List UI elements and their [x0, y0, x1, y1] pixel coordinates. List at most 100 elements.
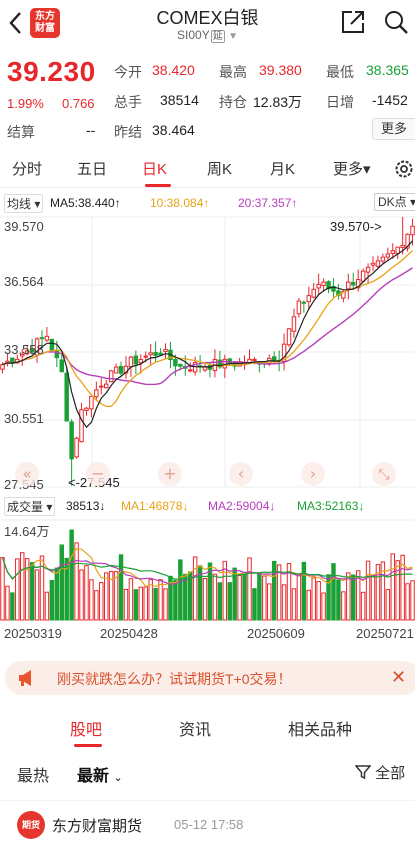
post-item[interactable]: 期货 东方财富期货 05-12 17:58: [0, 800, 415, 848]
candle-body: [69, 421, 74, 460]
volume-bar: [222, 560, 228, 621]
volume-bar: [29, 562, 35, 621]
candle-body: [360, 270, 366, 282]
volume-bar: [237, 575, 242, 621]
prev-settle-value: 38.464: [152, 122, 195, 138]
more-quote-button[interactable]: 更多: [372, 118, 415, 140]
volume-bar: [103, 572, 109, 621]
candle-body: [44, 335, 50, 341]
ma5-value: MA5:38.440↑: [50, 196, 121, 210]
volume-chart[interactable]: 14.64万 20250319 20250428 20250609 202507…: [0, 516, 415, 646]
avatar[interactable]: 期货: [17, 811, 45, 839]
candle-body: [306, 295, 312, 303]
volume-bar: [365, 560, 371, 621]
chart-settings-button[interactable]: [393, 158, 415, 180]
rewind-button[interactable]: [15, 462, 39, 486]
filter-all[interactable]: 全部: [354, 762, 405, 783]
post-author[interactable]: 东方财富期货: [52, 818, 143, 835]
candle-body: [133, 355, 139, 365]
tab-intraday[interactable]: 分时: [12, 161, 43, 178]
volume-bar: [336, 579, 341, 621]
tab-weekly-k[interactable]: 周K: [207, 161, 233, 178]
volume-bar: [331, 563, 336, 621]
candle-body: [89, 395, 94, 410]
search-button[interactable]: [383, 9, 409, 35]
filter-newest-label: 最新: [77, 768, 110, 785]
open-value: 38.420: [152, 62, 195, 78]
prev-settle-label: 昨结: [114, 124, 142, 140]
promo-text: 刚买就跌怎么办？试试期货T+0交易！: [57, 671, 292, 687]
volume-bar: [257, 572, 262, 621]
volume-bar: [192, 556, 198, 621]
tab-forum[interactable]: 股吧: [70, 722, 103, 739]
volume-bar: [375, 564, 381, 621]
volume-indicator-row: 成交量 ▾ 38513↓ MA1:46878↓ MA2:59004↓ MA3:5…: [0, 496, 415, 516]
pan-right-button[interactable]: [301, 462, 325, 486]
candle-body: [178, 363, 183, 367]
zoom-in-button[interactable]: [158, 462, 182, 486]
volume-bar: [267, 583, 272, 621]
volume-bar: [69, 529, 74, 621]
volume-bar: [128, 578, 134, 621]
pan-left-icon: ‹: [238, 464, 244, 483]
indicator-select[interactable]: 均线 ▾: [4, 194, 44, 213]
candle-body: [321, 281, 326, 286]
volume-bar: [232, 567, 237, 621]
settle-label: 结算: [7, 124, 35, 140]
volume-bar: [118, 554, 124, 621]
zoom-out-button[interactable]: [86, 462, 110, 486]
volume-grid: [0, 519, 415, 621]
zoom-in-icon: +: [163, 464, 176, 483]
chevron-left-icon: [9, 12, 21, 34]
ma10-value: 10:38.084↑: [150, 196, 210, 210]
volume-bar: [301, 561, 307, 621]
candlestick-chart[interactable]: 39.570 36.564 33.558 30.551 27.545 39.57…: [0, 213, 415, 495]
candle-body: [54, 349, 60, 359]
candle-body: [405, 233, 410, 249]
tab-monthly-k[interactable]: 月K: [270, 161, 296, 178]
volume-bar: [173, 579, 178, 621]
filter-hottest[interactable]: 最热: [17, 768, 50, 785]
y-tick-4: 30.551: [4, 411, 44, 426]
dk-point-button[interactable]: DK点 ▾: [374, 193, 415, 211]
volume-bar: [123, 588, 129, 621]
dropdown-icon: ▼: [228, 31, 238, 42]
back-button[interactable]: [6, 8, 30, 38]
delay-tag: 延: [210, 30, 225, 43]
volume-bar: [49, 579, 55, 621]
post-time: 05-12 17:58: [174, 817, 244, 832]
candle-body: [326, 281, 331, 290]
pan-left-button[interactable]: [229, 462, 253, 486]
filter-newest[interactable]: 最新 ⌄: [77, 762, 123, 786]
candle-body: [400, 244, 405, 248]
tab-more[interactable]: 更多▾: [333, 161, 371, 178]
tab-related[interactable]: 相关品种: [288, 722, 353, 739]
promo-banner[interactable]: 刚买就跌怎么办？试试期货T+0交易！ ✕: [5, 661, 415, 695]
fullscreen-button[interactable]: [372, 462, 396, 486]
share-button[interactable]: [340, 9, 366, 35]
promo-close-button[interactable]: ✕: [391, 667, 406, 688]
tab-news[interactable]: 资讯: [179, 722, 212, 739]
candle-body: [108, 370, 114, 383]
instrument-code[interactable]: SI00Y 延 ▼: [120, 27, 295, 43]
volume-bar: [286, 563, 292, 621]
header: 东方 财富 COMEX白银 SI00Y 延 ▼: [0, 0, 415, 50]
volume-bar: [59, 544, 64, 621]
megaphone-icon: [19, 670, 31, 686]
tab-five-day[interactable]: 五日: [77, 161, 108, 178]
volume-bar: [89, 579, 94, 621]
volume-bar: [390, 553, 395, 621]
volume-bar: [321, 592, 326, 621]
x-tick-3: 20250609: [247, 626, 305, 641]
max-annotation: 39.570->: [330, 219, 382, 234]
volume-select[interactable]: 成交量 ▾: [4, 497, 56, 516]
candle-body: [173, 358, 178, 367]
ma-indicator-row: 均线 ▾ MA5:38.440↑ 10:38.084↑ 20:37.357↑: [0, 193, 415, 213]
volume-bar: [148, 579, 153, 621]
gear-icon: [395, 160, 413, 178]
low-label: 最低: [326, 64, 354, 80]
tab-daily-k[interactable]: 日K: [142, 161, 168, 178]
candle-body: [24, 350, 30, 355]
volume-bar: [178, 559, 183, 621]
candle-body: [375, 260, 381, 267]
